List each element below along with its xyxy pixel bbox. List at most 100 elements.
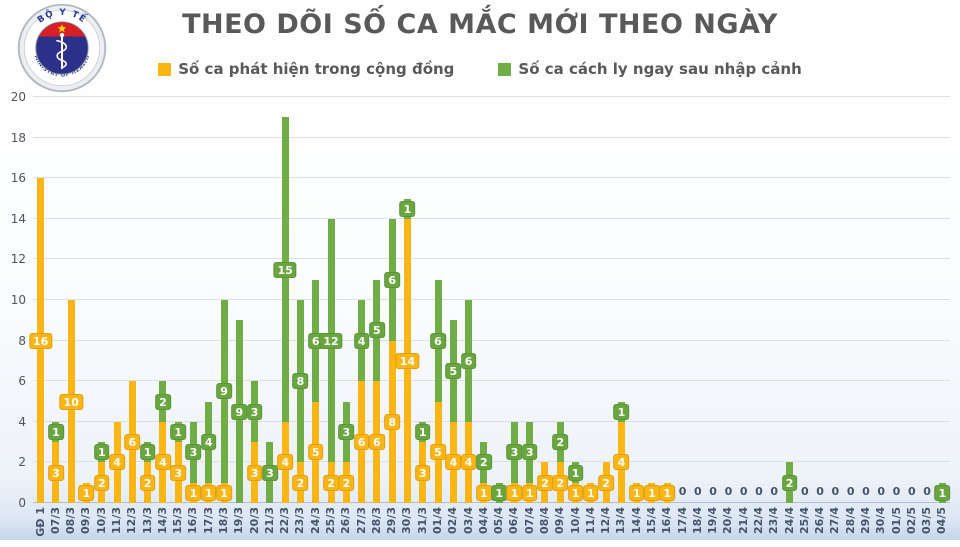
x-axis-tick-label: 30/3 (400, 507, 414, 534)
bar-value-label-quarantine: 3 (338, 423, 355, 440)
x-axis-tick-label: 08/3 (64, 507, 78, 534)
bar-value-label-community: 1 (659, 484, 676, 501)
gridline (33, 136, 950, 138)
bar-value-label-community: 1 (476, 484, 492, 501)
x-axis-tick-label: 20/4 (721, 507, 735, 534)
y-axis-tick-label: 2 (18, 455, 26, 470)
bar-value-label-community: 5 (307, 444, 324, 461)
bar-value-label-community: 6 (369, 434, 385, 451)
bar-value-label-community: 4 (155, 454, 171, 471)
bar-value-label-quarantine: 3 (506, 444, 523, 461)
zero-value-label: 0 (846, 485, 855, 498)
zero-value-label: 0 (892, 485, 901, 498)
x-axis-tick-label: GĐ 1 (33, 507, 47, 537)
x-axis-tick-label: 04/4 (476, 507, 490, 534)
bar-value-label-quarantine: 6 (384, 271, 400, 288)
x-axis-tick-label: 12/4 (599, 507, 613, 534)
x-axis-tick-label: 14/4 (629, 507, 643, 534)
x-axis-tick-label: 05/4 (492, 507, 506, 534)
y-axis-tick-label: 14 (10, 211, 26, 226)
bar-value-label-community: 1 (644, 484, 660, 501)
bar-value-label-community: 4 (277, 454, 293, 471)
bar-value-label-community: 3 (48, 464, 64, 481)
x-axis-tick-label: 23/4 (767, 507, 781, 534)
legend-item-quarantine: Số ca cách ly ngay sau nhập cảnh (498, 60, 802, 78)
legend-swatch-quarantine (498, 62, 512, 76)
x-axis-tick-label: 12/3 (125, 507, 139, 534)
bar-value-label-community: 2 (292, 474, 309, 491)
x-axis-tick-label: 27/4 (828, 507, 842, 534)
x-axis-tick-label: 24/4 (782, 507, 796, 534)
gridline (33, 380, 950, 382)
zero-value-label: 0 (770, 485, 779, 498)
bar-value-label-community: 1 (78, 484, 95, 501)
bar-value-label-quarantine: 2 (552, 434, 569, 451)
bar-value-label-community: 2 (93, 474, 110, 491)
zero-value-label: 0 (800, 485, 809, 498)
x-axis-tick-label: 15/4 (644, 507, 658, 534)
legend-label-quarantine: Số ca cách ly ngay sau nhập cảnh (518, 60, 802, 78)
bar-value-label-community: 16 (28, 332, 53, 349)
bar-value-label-community: 1 (521, 484, 538, 501)
bar-value-label-quarantine: 2 (781, 474, 798, 491)
zero-value-label: 0 (678, 485, 687, 498)
zero-value-label: 0 (862, 485, 870, 498)
x-axis-tick-label: 09/3 (79, 507, 93, 534)
bar-value-label-community: 14 (395, 352, 420, 369)
legend-item-community: Số ca phát hiện trong cộng đồng (158, 60, 454, 78)
gridline (33, 217, 950, 219)
x-axis-tick-label: 28/3 (369, 507, 383, 534)
x-axis-tick-label: 11/3 (110, 507, 124, 534)
y-axis-tick-label: 20 (10, 90, 26, 104)
bar-value-label-quarantine: 9 (216, 383, 232, 400)
bar-value-label-community: 2 (552, 474, 569, 491)
bar-value-label-community: 10 (59, 393, 83, 410)
y-axis-tick-label: 8 (18, 333, 26, 348)
bar-value-label-community: 1 (583, 484, 599, 501)
x-axis-tick-label: 23/3 (293, 507, 307, 534)
bar-value-label-quarantine: 1 (170, 423, 187, 440)
bar-value-label-community: 1 (506, 484, 523, 501)
bar-value-label-quarantine: 2 (476, 454, 492, 471)
x-axis-tick-label: 31/3 (415, 507, 429, 534)
x-axis-tick-label: 29/4 (858, 507, 872, 534)
gridline (33, 299, 950, 300)
bar-value-label-quarantine: 2 (155, 393, 171, 410)
x-axis-tick-label: 18/3 (217, 507, 231, 534)
zero-value-label: 0 (816, 485, 824, 498)
bar-value-label-community: 6 (124, 434, 141, 451)
gridline (33, 177, 950, 179)
zero-value-label: 0 (739, 485, 748, 498)
logo-asclepius-rod-icon (56, 32, 68, 70)
x-axis-tick-label: 03/5 (920, 507, 934, 534)
bar-value-label-quarantine: 1 (613, 403, 630, 420)
gridline (33, 339, 950, 341)
bar-value-label-community: 4 (109, 454, 125, 471)
bar-value-label-quarantine: 3 (262, 464, 278, 481)
bar-value-label-quarantine: 4 (353, 332, 370, 349)
bar-value-label-community: 2 (139, 474, 156, 491)
gridline (33, 258, 950, 260)
bar-value-label-quarantine: 4 (200, 434, 217, 451)
bar-value-label-quarantine: 3 (185, 444, 202, 461)
x-axis-tick-label: 02/4 (446, 507, 460, 534)
bar-value-label-community: 1 (567, 484, 584, 501)
bar-value-label-quarantine: 15 (273, 261, 297, 278)
y-axis-tick-label: 4 (18, 414, 26, 429)
bar-value-label-quarantine: 8 (292, 373, 309, 390)
gridline (33, 96, 950, 97)
bar-value-label-quarantine: 1 (399, 200, 416, 217)
x-axis-tick-label: 18/4 (690, 507, 704, 534)
y-axis-tick-label: 0 (18, 496, 26, 510)
bar-value-label-community: 2 (598, 474, 614, 491)
bar-value-label-community: 6 (353, 434, 370, 451)
bar-value-label-quarantine: 6 (460, 352, 477, 369)
bar-value-label-quarantine: 9 (231, 403, 248, 420)
y-axis-tick-label: 16 (10, 171, 26, 186)
x-axis-tick-label: 16/3 (186, 507, 200, 534)
x-axis-line (33, 502, 950, 503)
x-axis-tick-label: 07/4 (522, 507, 536, 534)
bar-value-label-quarantine: 5 (445, 363, 462, 380)
bar-value-label-quarantine: 1 (48, 423, 64, 440)
x-axis-tick-label: 13/3 (140, 507, 154, 534)
